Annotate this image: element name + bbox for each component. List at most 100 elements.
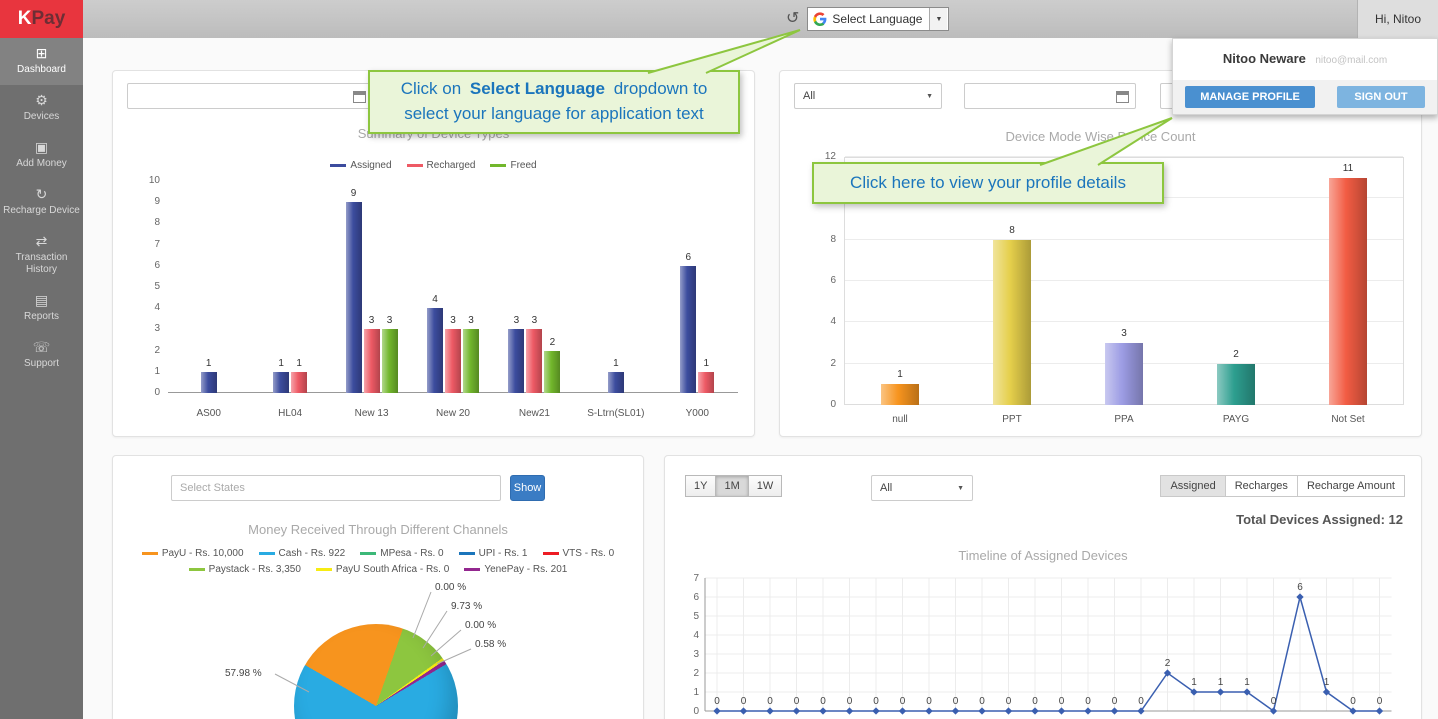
dashboard-icon: ⊞ xyxy=(35,45,48,61)
date-range-input[interactable] xyxy=(964,83,1136,109)
bar xyxy=(381,329,398,393)
y-axis-tick: 4 xyxy=(154,302,160,314)
bar xyxy=(291,371,308,393)
legend-swatch xyxy=(542,552,559,555)
y-axis-tick: 9 xyxy=(154,196,160,208)
logo-k: K xyxy=(17,8,32,29)
undo-refresh-icon[interactable]: ↺ xyxy=(786,10,800,27)
legend-item: Cash - Rs. 922 xyxy=(258,548,346,559)
user-greeting[interactable]: Hi, Nitoo xyxy=(1356,0,1438,38)
top-header: K Pay ↺ Select Language ▼ Hi, Nitoo xyxy=(0,0,1438,38)
y-axis-tick: 10 xyxy=(148,175,160,186)
timeline-card: 1Y 1M 1W All ▼ Assigned Recharges Recharge A… xyxy=(664,455,1422,719)
bar-value-label: 11 xyxy=(1342,162,1354,174)
bar xyxy=(607,371,624,393)
bar xyxy=(363,329,380,393)
svg-text:0: 0 xyxy=(714,696,720,707)
legend-item: Paystack - Rs. 3,350 xyxy=(188,564,301,575)
device-mode-filter-select[interactable]: All ▼ xyxy=(794,83,942,109)
x-axis-label: New21 xyxy=(518,408,550,419)
range-1m-button[interactable]: 1M xyxy=(715,475,749,497)
y-axis-tick: 6 xyxy=(830,275,836,286)
range-button-group: 1Y 1M 1W xyxy=(685,475,783,497)
legend-swatch xyxy=(315,568,332,571)
svg-text:0: 0 xyxy=(820,696,826,707)
range-1w-button[interactable]: 1W xyxy=(747,475,783,497)
svg-text:0: 0 xyxy=(741,696,747,707)
svg-text:1: 1 xyxy=(1218,677,1224,688)
x-axis-label: PPA xyxy=(1114,414,1134,425)
select-language-dropdown[interactable]: Select Language ▼ xyxy=(807,7,950,31)
bar-value-label: 3 xyxy=(468,315,474,327)
money-channels-legend-row2: Paystack - Rs. 3,350 PayU South Africa - … xyxy=(113,564,643,575)
bar-value-label: 3 xyxy=(450,315,456,327)
timeline-filter-select[interactable]: All ▼ xyxy=(871,475,973,501)
svg-text:0: 0 xyxy=(1085,696,1091,707)
calendar-icon[interactable] xyxy=(353,91,366,103)
sidebar-item-add-money[interactable]: ▣ Add Money xyxy=(0,132,83,179)
sidebar-item-dashboard[interactable]: ⊞ Dashboard xyxy=(0,38,83,85)
svg-text:0: 0 xyxy=(794,696,800,707)
legend-label: YenePay - Rs. 201 xyxy=(484,564,568,575)
range-1y-button[interactable]: 1Y xyxy=(685,475,717,497)
kpay-logo[interactable]: K Pay xyxy=(0,0,83,38)
legend-item: MPesa - Rs. 0 xyxy=(360,548,444,559)
bar-value-label: 4 xyxy=(432,294,438,306)
bar xyxy=(1217,363,1255,405)
sidebar-item-label: Add Money xyxy=(16,158,67,169)
bar-value-label: 2 xyxy=(1233,348,1239,360)
svg-text:1: 1 xyxy=(1244,677,1250,688)
bar xyxy=(698,371,715,393)
selected-option: All xyxy=(880,482,893,494)
bar xyxy=(1105,343,1143,405)
x-axis-label: New 20 xyxy=(436,408,470,419)
chevron-down-icon[interactable]: ▼ xyxy=(929,8,948,30)
x-axis-label: Not Set xyxy=(1331,414,1365,425)
device-types-legend: Assigned Recharged Freed xyxy=(113,160,754,171)
sign-out-button[interactable]: SIGN OUT xyxy=(1337,86,1425,108)
svg-text:0: 0 xyxy=(926,696,932,707)
sidebar-item-label: Support xyxy=(23,358,60,369)
sidebar-nav: ⊞ Dashboard ⚙ Devices ▣ Add Money ↻ Rech… xyxy=(0,38,83,719)
date-range-input[interactable] xyxy=(127,83,373,109)
tab-assigned[interactable]: Assigned xyxy=(1160,475,1226,497)
gridline xyxy=(845,280,1403,281)
sidebar-item-label: Recharge Device xyxy=(3,205,80,216)
sidebar-item-label: Dashboard xyxy=(17,64,66,75)
total-devices-assigned: Total Devices Assigned: 12 xyxy=(1236,512,1403,527)
legend-item: PayU South Africa - Rs. 0 xyxy=(315,564,450,575)
sidebar-item-reports[interactable]: ▤ Reports xyxy=(0,285,83,332)
y-axis-tick: 3 xyxy=(154,323,160,335)
bar xyxy=(463,329,479,393)
legend-label: PayU South Africa - Rs. 0 xyxy=(335,564,450,575)
pie-percent-label: 9.73 % xyxy=(451,601,483,612)
legend-label: Cash - Rs. 922 xyxy=(278,548,346,559)
svg-text:6: 6 xyxy=(693,592,699,603)
legend-label: Paystack - Rs. 3,350 xyxy=(208,564,301,575)
legend-label: UPI - Rs. 1 xyxy=(478,548,528,559)
google-icon xyxy=(808,12,832,26)
pie-percent-label: 0.58 % xyxy=(475,639,507,650)
sidebar-item-support[interactable]: ☏ Support xyxy=(0,332,83,379)
money-channels-card: Show Money Received Through Different Ch… xyxy=(112,455,644,719)
y-axis-tick: 4 xyxy=(830,316,836,328)
bar xyxy=(526,329,543,393)
calendar-icon[interactable] xyxy=(1116,91,1129,103)
timeline-line-chart: 0 1 2 3 4 5 6 7 0 0 0 0 0 0 0 0 0 0 0 0 0 0 0 0 0 2 1 1 1 0 6 1 0 0 xyxy=(693,573,1392,717)
tab-recharges[interactable]: Recharges xyxy=(1224,475,1298,497)
y-axis-tick: 12 xyxy=(824,151,836,162)
svg-text:0: 0 xyxy=(1350,696,1356,707)
bar xyxy=(427,308,443,393)
manage-profile-button[interactable]: MANAGE PROFILE xyxy=(1185,86,1315,108)
sidebar-item-transaction-history[interactable]: ⇄ Transaction History xyxy=(0,226,83,285)
x-axis-label: S-Ltrn(SL01) xyxy=(587,408,645,419)
sidebar-item-devices[interactable]: ⚙ Devices xyxy=(0,85,83,132)
sidebar-item-recharge-device[interactable]: ↻ Recharge Device xyxy=(0,179,83,226)
show-button[interactable]: Show xyxy=(510,475,545,501)
legend-swatch xyxy=(406,164,423,167)
device-types-bar-chart: 0 1 2 3 4 5 6 7 8 9 10 1 AS00 1 1 HL04 9 3 3 New 13 4 3 3 New 2… xyxy=(138,175,738,419)
tab-recharge-amount[interactable]: Recharge Amount xyxy=(1296,475,1405,497)
select-states-input[interactable] xyxy=(171,475,501,501)
y-axis-tick: 2 xyxy=(830,357,836,369)
chart-title: Money Received Through Different Channel… xyxy=(248,522,508,537)
